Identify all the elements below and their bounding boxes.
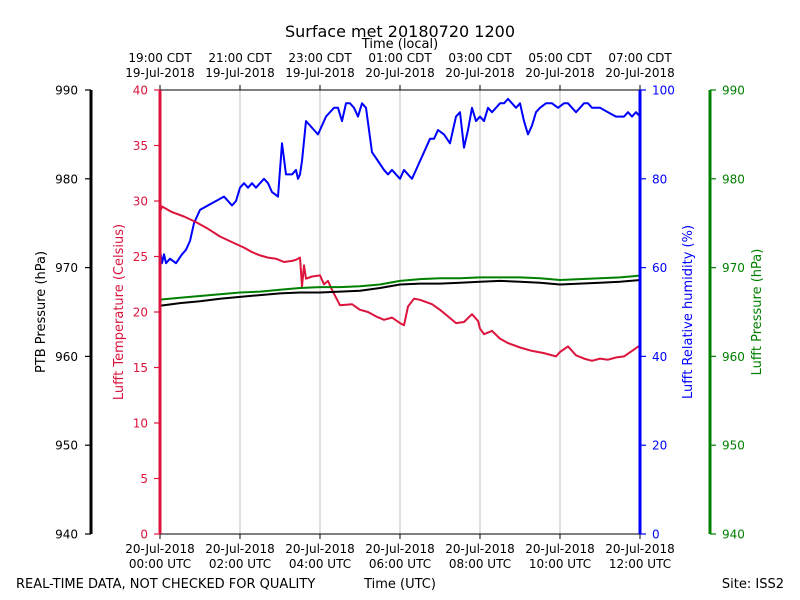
series-line-lufft-temperature [159,205,641,362]
lufft-pressure-axis-label: Lufft Pressure (hPa) [750,249,765,376]
humidity-tick-label-4: 80 [652,172,667,186]
top-tick-time-5: 05:00 CDT [528,51,592,65]
series-line-lufft-pressure [159,274,641,301]
series-line-lufft-relative-humidity [159,97,641,265]
lufft-pressure-tick-label-1: 950 [722,439,745,453]
top-tick-time-2: 23:00 CDT [288,51,352,65]
humidity-tick-label-2: 40 [652,350,667,364]
temperature-tick-label-0: 0 [140,528,148,542]
temperature-tick-label-5: 25 [133,250,148,264]
ptb-pressure-tick-label-4: 980 [55,172,78,186]
temperature-tick-label-4: 20 [133,306,148,320]
lufft-pressure-tick-label-2: 960 [722,350,745,364]
lufft-pressure-tick-label-0: 940 [722,528,745,542]
x-tick-utc-2: 04:00 UTC [289,557,351,571]
top-tick-date-3: 20-Jul-2018 [365,66,435,80]
humidity-tick-label-0: 0 [652,528,660,542]
ptb-pressure-tick-label-0: 940 [55,528,78,542]
x-tick-utc-6: 12:00 UTC [609,557,671,571]
ptb-pressure-tick-label-3: 970 [55,261,78,275]
temperature-axis-label: Lufft Temperature (Celsius) [112,224,127,400]
x-tick-utc-3: 06:00 UTC [369,557,431,571]
ptb-pressure-tick-label-2: 960 [55,350,78,364]
chart-title: Surface met 20180720 1200 [285,22,515,41]
humidity-tick-label-3: 60 [652,261,667,275]
temperature-tick-label-6: 30 [133,195,148,209]
x-tick-label-5: 20-Jul-2018 [525,542,595,556]
x-tick-utc-1: 02:00 UTC [209,557,271,571]
vertical-gridlines [239,90,561,534]
x-tick-label-4: 20-Jul-2018 [445,542,515,556]
x-tick-label-3: 20-Jul-2018 [365,542,435,556]
x-tick-label-1: 20-Jul-2018 [205,542,275,556]
top-tick-date-4: 20-Jul-2018 [445,66,515,80]
ptb-pressure-tick-label-1: 950 [55,439,78,453]
top-tick-time-1: 21:00 CDT [208,51,272,65]
top-tick-date-6: 20-Jul-2018 [605,66,675,80]
footer-site: Site: ISS2 [722,577,784,592]
humidity-tick-label-5: 100 [652,84,675,98]
top-tick-date-5: 20-Jul-2018 [525,66,595,80]
lufft-pressure-tick-label-3: 970 [722,261,745,275]
temperature-tick-label-3: 15 [133,361,148,375]
top-tick-date-2: 19-Jul-2018 [285,66,355,80]
x-tick-utc-0: 00:00 UTC [129,557,191,571]
top-tick-time-4: 03:00 CDT [448,51,512,65]
x-tick-label-2: 20-Jul-2018 [285,542,355,556]
ptb-pressure-tick-label-5: 990 [55,84,78,98]
x-tick-label-0: 20-Jul-2018 [125,542,195,556]
humidity-axis-label: Lufft Relative humidity (%) [681,225,696,399]
series-line-ptb-pressure [159,279,641,307]
lufft-pressure-tick-label-4: 980 [722,172,745,186]
x-tick-utc-4: 08:00 UTC [449,557,511,571]
temperature-tick-label-7: 35 [133,139,148,153]
series-lines [159,97,641,362]
ptb-pressure-axis-label: PTB Pressure (hPa) [34,251,49,373]
top-tick-date-0: 19-Jul-2018 [125,66,195,80]
x-tick-utc-5: 10:00 UTC [529,557,591,571]
top-axis-title: Time (local) [361,37,438,52]
lufft-pressure-tick-label-5: 990 [722,84,745,98]
footer-quality-note: REAL-TIME DATA, NOT CHECKED FOR QUALITY [16,577,315,592]
temperature-tick-label-2: 10 [133,417,148,431]
top-tick-date-1: 19-Jul-2018 [205,66,275,80]
temperature-tick-label-8: 40 [133,84,148,98]
temperature-tick-label-1: 5 [140,472,148,486]
x-tick-label-6: 20-Jul-2018 [605,542,675,556]
humidity-tick-label-1: 20 [652,439,667,453]
top-tick-time-0: 19:00 CDT [128,51,192,65]
top-tick-time-3: 01:00 CDT [368,51,432,65]
top-tick-time-6: 07:00 CDT [608,51,672,65]
x-axis-label: Time (UTC) [363,577,436,592]
